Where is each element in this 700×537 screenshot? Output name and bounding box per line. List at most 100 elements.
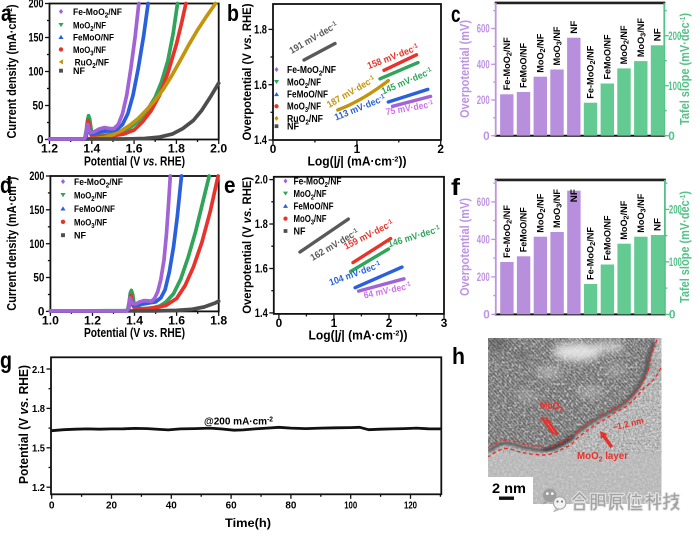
svg-text:1.2: 1.2 xyxy=(84,314,101,328)
svg-text:0: 0 xyxy=(38,305,45,319)
svg-text:MoO2​/NF: MoO2​/NF xyxy=(73,20,106,33)
svg-text:FeMoO/NF: FeMoO/NF xyxy=(602,34,612,80)
svg-text:MoO2​/NF: MoO2​/NF xyxy=(74,191,107,204)
svg-text:1.6: 1.6 xyxy=(255,262,268,276)
svg-text:0: 0 xyxy=(270,142,277,156)
svg-text:Current density (mA·cm-2​): Current density (mA·cm-2​) xyxy=(4,177,19,311)
svg-text:MoO2 layer: MoO2 layer xyxy=(577,450,628,464)
svg-text:Overpotential (V vs. RHE): Overpotential (V vs. RHE) xyxy=(240,4,254,141)
svg-text:MoO2: MoO2 xyxy=(540,400,563,414)
svg-text:NF: NF xyxy=(569,20,579,34)
svg-text:FeMoO/NF: FeMoO/NF xyxy=(74,204,115,215)
svg-text:3: 3 xyxy=(441,316,448,330)
svg-text:MoO3​/NF: MoO3​/NF xyxy=(636,193,647,233)
svg-text:1.6: 1.6 xyxy=(254,78,267,92)
svg-text:1: 1 xyxy=(331,316,338,330)
svg-text:1.5: 1.5 xyxy=(32,444,45,455)
svg-text:20: 20 xyxy=(106,501,117,512)
svg-text:Fe-MoO2​/NF: Fe-MoO2​/NF xyxy=(502,204,513,258)
svg-text:MoO3​/NF: MoO3​/NF xyxy=(74,217,107,230)
svg-text:c: c xyxy=(451,1,461,27)
svg-text:Fe-MoO2​/NF: Fe-MoO2​/NF xyxy=(502,37,513,91)
svg-text:NF: NF xyxy=(294,226,306,237)
svg-text:MoO3​/NF: MoO3​/NF xyxy=(73,45,106,58)
svg-text:0: 0 xyxy=(669,308,676,322)
svg-text:@200 mA·cm-2​: @200 mA·cm-2​ xyxy=(204,416,273,428)
svg-text:h: h xyxy=(452,343,465,369)
svg-text:1.8: 1.8 xyxy=(210,314,227,328)
svg-text:50: 50 xyxy=(33,99,44,113)
svg-text:g: g xyxy=(0,347,12,373)
svg-text:1.8: 1.8 xyxy=(255,217,268,231)
svg-text:1.4: 1.4 xyxy=(126,314,143,328)
svg-text:2.0: 2.0 xyxy=(255,173,268,187)
svg-text:Fe-MoO2​/NF: Fe-MoO2​/NF xyxy=(74,177,123,190)
svg-text:60: 60 xyxy=(226,501,237,512)
svg-text:Fe-MoO2​/NF: Fe-MoO2​/NF xyxy=(73,7,122,20)
svg-text:Potential (V vs. RHE): Potential (V vs. RHE) xyxy=(17,365,31,484)
svg-text:1.4: 1.4 xyxy=(254,133,267,147)
svg-text:600: 600 xyxy=(477,22,490,36)
svg-text:100: 100 xyxy=(668,79,681,93)
svg-text:FeMoO/NF: FeMoO/NF xyxy=(73,33,114,44)
svg-text:1.8: 1.8 xyxy=(32,404,45,415)
svg-text:1.4: 1.4 xyxy=(255,306,268,320)
svg-text:NF: NF xyxy=(653,28,663,42)
svg-text:2: 2 xyxy=(437,142,444,156)
svg-text:FeMoO/NF: FeMoO/NF xyxy=(519,207,529,253)
svg-text:MoO2​/NF: MoO2​/NF xyxy=(535,33,546,73)
svg-text:NF: NF xyxy=(653,217,663,231)
svg-text:Log(|j| (mA·cm-2​)): Log(|j| (mA·cm-2​)) xyxy=(308,155,407,169)
svg-text:40: 40 xyxy=(166,501,177,512)
svg-text:120: 120 xyxy=(404,501,417,512)
svg-text:FeMoO/NF: FeMoO/NF xyxy=(294,201,334,212)
svg-text:100: 100 xyxy=(29,65,44,79)
svg-text:a: a xyxy=(1,0,12,26)
svg-text:MoO2​/NF: MoO2​/NF xyxy=(619,200,630,240)
svg-text:Overpotential (mV): Overpotential (mV) xyxy=(457,20,472,118)
svg-text:1.8: 1.8 xyxy=(254,23,267,37)
svg-text:b: b xyxy=(227,0,239,26)
svg-text:1.6: 1.6 xyxy=(126,142,143,156)
svg-text:e: e xyxy=(224,172,236,198)
svg-text:MoO2​/NF: MoO2​/NF xyxy=(294,189,327,202)
svg-text:RuO2​/NF: RuO2​/NF xyxy=(287,114,323,127)
svg-text:Log(|j| (mA·cm-2​)): Log(|j| (mA·cm-2​)) xyxy=(309,329,408,343)
svg-text:100: 100 xyxy=(669,255,682,269)
svg-text:2.0: 2.0 xyxy=(210,142,227,156)
svg-text:200: 200 xyxy=(477,93,490,107)
svg-text:NF: NF xyxy=(569,189,579,203)
svg-text:Tafel slope (mV·dec-1​): Tafel slope (mV·dec-1​) xyxy=(677,191,692,303)
svg-text:Fe-MoO2​/NF: Fe-MoO2​/NF xyxy=(586,45,597,99)
svg-text:NF: NF xyxy=(73,66,85,77)
svg-text:400: 400 xyxy=(477,233,490,247)
svg-text:Tafel slope (mV·dec-1​): Tafel slope (mV·dec-1​) xyxy=(677,13,692,125)
svg-text:1.6: 1.6 xyxy=(168,314,185,328)
svg-text:150: 150 xyxy=(29,203,44,217)
svg-text:f: f xyxy=(451,174,460,200)
svg-text:FeMoO/NF: FeMoO/NF xyxy=(287,90,328,101)
svg-text:MoO3​/NF: MoO3​/NF xyxy=(294,214,327,227)
svg-text:600: 600 xyxy=(477,195,490,209)
svg-text:150: 150 xyxy=(29,31,44,45)
svg-text:0: 0 xyxy=(49,501,55,512)
svg-text:0: 0 xyxy=(483,308,490,322)
svg-text:100: 100 xyxy=(344,501,357,512)
svg-text:FeMoO/NF: FeMoO/NF xyxy=(602,215,612,261)
svg-text:200: 200 xyxy=(668,29,681,43)
svg-text:0: 0 xyxy=(37,133,44,147)
svg-text:80: 80 xyxy=(285,501,296,512)
svg-text:1.2: 1.2 xyxy=(41,142,58,156)
svg-text:MoO3​/NF: MoO3​/NF xyxy=(287,102,321,115)
svg-text:2 nm: 2 nm xyxy=(492,480,526,496)
svg-text:1: 1 xyxy=(354,142,361,156)
svg-text:MoO2​/NF: MoO2​/NF xyxy=(619,25,630,65)
svg-text:MoO3​/NF: MoO3​/NF xyxy=(636,17,647,57)
svg-text:MoO3​/NF: MoO3​/NF xyxy=(552,26,563,66)
svg-text:Overpotential (mV): Overpotential (mV) xyxy=(457,198,472,296)
svg-text:0: 0 xyxy=(483,129,490,143)
svg-text:Current density (mA·cm-2​): Current density (mA·cm-2​) xyxy=(4,5,19,139)
svg-text:100: 100 xyxy=(29,237,44,251)
svg-text:Fe-MoO2​/NF: Fe-MoO2​/NF xyxy=(294,176,342,189)
svg-text:50: 50 xyxy=(33,271,44,285)
